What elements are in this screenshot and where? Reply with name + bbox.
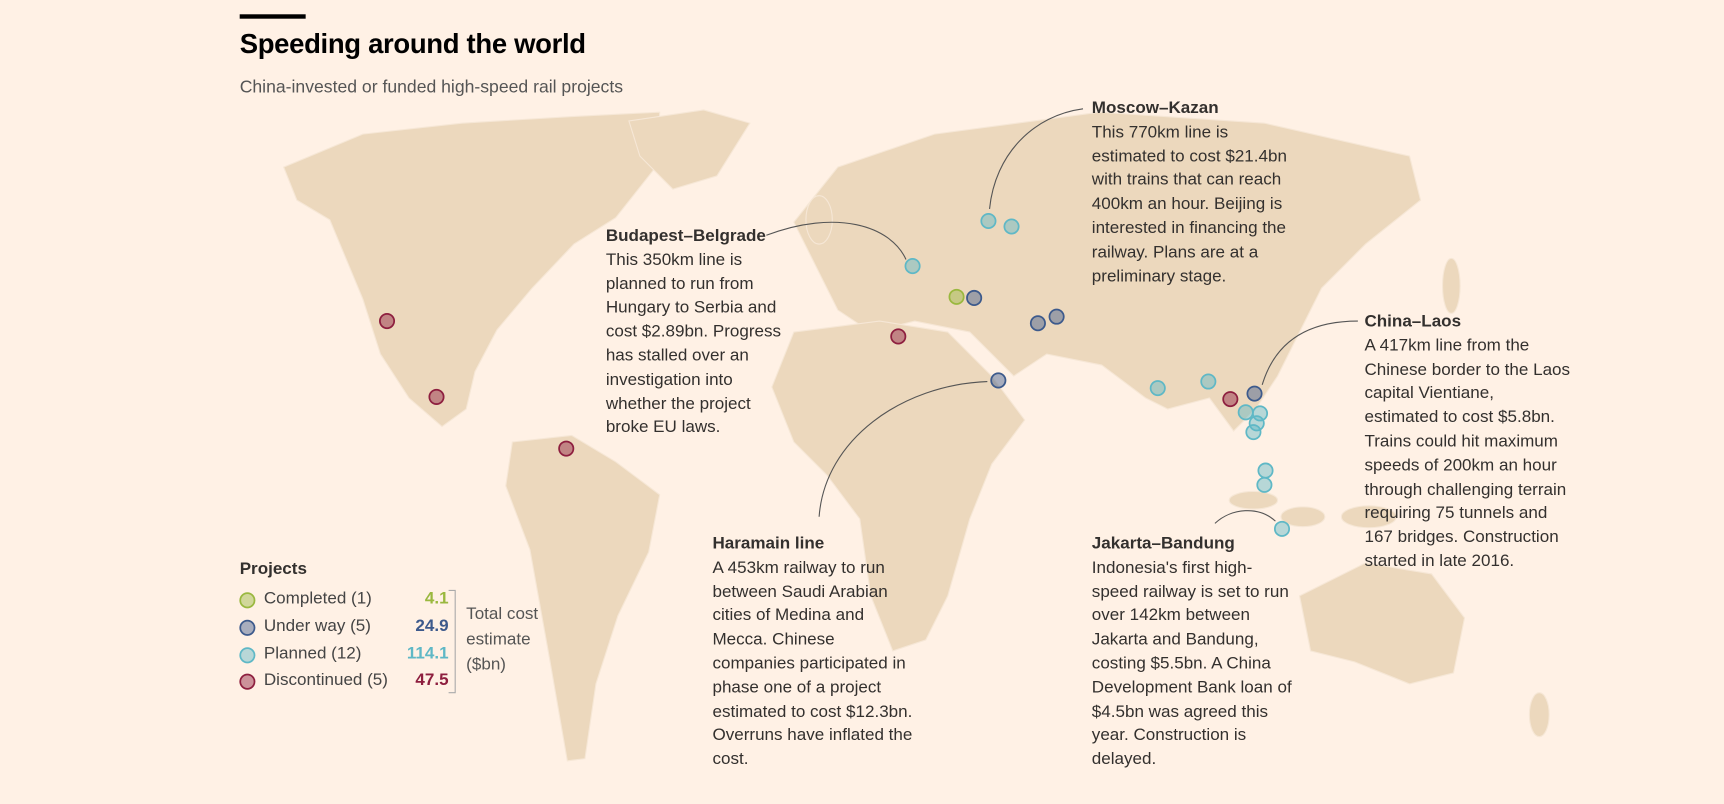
legend-note: estimate	[466, 630, 531, 649]
annotation-heading: China–Laos	[1364, 312, 1462, 331]
legend-marker	[239, 647, 256, 664]
annotation-body: A 453km railway to run between Saudi Ara…	[712, 558, 913, 769]
legend-note: Total cost	[466, 604, 539, 624]
project-marker	[904, 258, 921, 275]
legend-label: Planned (12)	[263, 644, 362, 663]
annotation: Jakarta–Bandung Indonesia's first high-sp…	[1092, 532, 1292, 772]
legend-note: ($bn)	[466, 655, 506, 674]
project-markers	[378, 212, 1291, 537]
annotation: Haramain line A 453km railway to run betw…	[712, 532, 919, 772]
legend-marker	[239, 592, 256, 609]
project-marker	[1222, 391, 1239, 408]
legend-title: Projects	[239, 559, 307, 579]
subtitle: China-invested or funded high-speed rail…	[239, 78, 624, 97]
annotation-body: A 417km line from the Chinese border to …	[1364, 336, 1571, 571]
project-marker	[558, 440, 575, 457]
project-marker	[1003, 218, 1020, 235]
project-marker	[1257, 462, 1274, 479]
project-marker	[1200, 373, 1217, 390]
annotation-body: This 350km line is planned to run from H…	[605, 250, 782, 437]
project-marker	[428, 388, 445, 405]
bracket	[448, 589, 456, 694]
annotation: Moscow–Kazan This 770km line is estimated…	[1092, 97, 1295, 289]
annotation-heading: Jakarta–Bandung	[1091, 534, 1235, 554]
legend-value: 47.5	[415, 670, 449, 690]
project-marker	[1273, 520, 1291, 537]
legend-label: Discontinued (5)	[263, 670, 388, 690]
legend-marker	[239, 619, 256, 636]
project-marker	[378, 313, 396, 330]
legend-value: 24.9	[415, 616, 449, 636]
annotation-heading: Moscow–Kazan	[1091, 98, 1219, 118]
legend-value: 114.1	[406, 644, 449, 663]
project-marker	[980, 212, 997, 230]
title-bar	[239, 14, 306, 19]
annotation: Budapest–Belgrade This 350km line is plan…	[606, 224, 793, 440]
project-marker	[1246, 385, 1263, 402]
annotation-heading: Budapest–Belgrade	[605, 226, 766, 246]
legend-value: 4.1	[424, 589, 449, 609]
land	[282, 109, 1550, 762]
project-marker	[948, 288, 965, 305]
annotation-body: Indonesia's first high-speed railway is …	[1091, 558, 1292, 769]
project-marker	[990, 372, 1007, 389]
annotation: China–Laos A 417km line from the Chinese …	[1364, 310, 1571, 574]
project-marker	[966, 289, 983, 306]
project-marker	[1048, 308, 1065, 325]
project-marker	[1248, 415, 1265, 432]
project-marker	[1256, 476, 1273, 493]
leader-lines	[766, 108, 1358, 524]
project-marker	[1245, 424, 1262, 441]
legend-label: Completed (1)	[263, 589, 372, 609]
title: Speeding around the world	[239, 28, 586, 60]
project-marker	[890, 328, 907, 345]
annotation-heading: Haramain line	[712, 534, 825, 554]
project-marker	[1237, 404, 1254, 421]
legend-label: Under way (5)	[263, 616, 371, 636]
project-marker	[1149, 380, 1166, 397]
annotation-body: This 770km line is estimated to cost $21…	[1091, 122, 1287, 286]
project-marker	[1029, 315, 1046, 332]
legend-marker	[239, 673, 256, 690]
